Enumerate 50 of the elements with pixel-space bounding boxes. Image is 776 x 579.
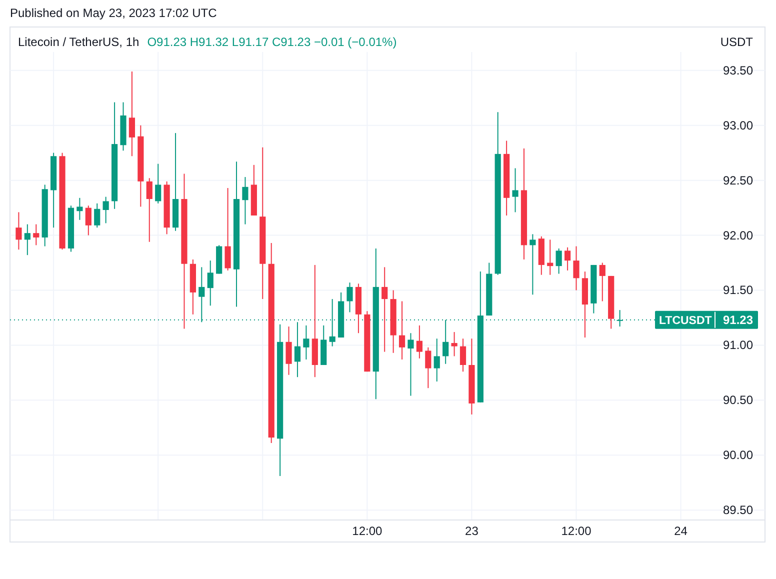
y-tick-label: 93.50 bbox=[722, 63, 754, 78]
candlestick bbox=[556, 248, 562, 274]
candlestick bbox=[425, 346, 432, 389]
text: Published on May 23, 2023 17:02 UTC bbox=[10, 6, 218, 20]
candlestick bbox=[382, 266, 388, 352]
ref-line-label: LTCUSDT 91.23 bbox=[659, 312, 754, 327]
candlestick bbox=[102, 196, 109, 224]
candlestick bbox=[451, 332, 458, 357]
candlestick bbox=[434, 338, 440, 382]
candlestick bbox=[16, 212, 22, 250]
candlestick bbox=[155, 163, 162, 204]
candlestick bbox=[207, 260, 214, 306]
x-tick-label: 12:00 bbox=[352, 524, 383, 538]
chart-title: Litecoin / TetherUS, 1h bbox=[18, 35, 140, 49]
candlestick bbox=[146, 178, 152, 242]
candlestick bbox=[564, 246, 571, 271]
y-tick-label: 90.50 bbox=[722, 393, 754, 408]
y-tick-label: 91.50 bbox=[722, 283, 754, 298]
candlestick bbox=[547, 239, 554, 276]
candlestick bbox=[460, 338, 466, 372]
candlestick bbox=[286, 326, 292, 376]
candlestick bbox=[128, 70, 136, 157]
y-tick-label: 90.00 bbox=[722, 448, 754, 462]
candlestick bbox=[85, 205, 92, 236]
y-tick-label: 92.50 bbox=[722, 173, 754, 188]
candlestick bbox=[24, 224, 30, 256]
candlestick bbox=[398, 300, 406, 360]
candlestick bbox=[416, 324, 422, 359]
y-tick-label: 92.00 bbox=[722, 228, 754, 242]
candlestick bbox=[346, 282, 353, 313]
x-tick-label: 23 bbox=[465, 524, 479, 538]
y-tick-label: 93.00 bbox=[722, 118, 754, 132]
x-tick-label: 24 bbox=[674, 524, 688, 538]
chart-subtitle: O91.23 H91.32 L91.17 C91.23 −0.01 (−0.01%) bbox=[147, 35, 397, 49]
candlestick bbox=[408, 332, 414, 396]
y-tick-label: 91.00 bbox=[722, 338, 754, 352]
candlestick bbox=[76, 197, 83, 220]
candlestick bbox=[242, 176, 248, 225]
y-axis-title: USDT bbox=[720, 35, 754, 49]
x-tick-label: 12:00 bbox=[561, 524, 592, 538]
candlestick bbox=[224, 188, 231, 271]
candlestick bbox=[303, 324, 310, 360]
candlestick bbox=[294, 322, 301, 378]
candlestick bbox=[33, 224, 40, 246]
candlestick bbox=[530, 234, 536, 296]
candlestick bbox=[599, 262, 606, 302]
y-tick-label: 89.50 bbox=[722, 503, 754, 518]
candlestick bbox=[94, 202, 100, 228]
candlestick bbox=[512, 168, 518, 213]
candlestick bbox=[573, 246, 580, 291]
